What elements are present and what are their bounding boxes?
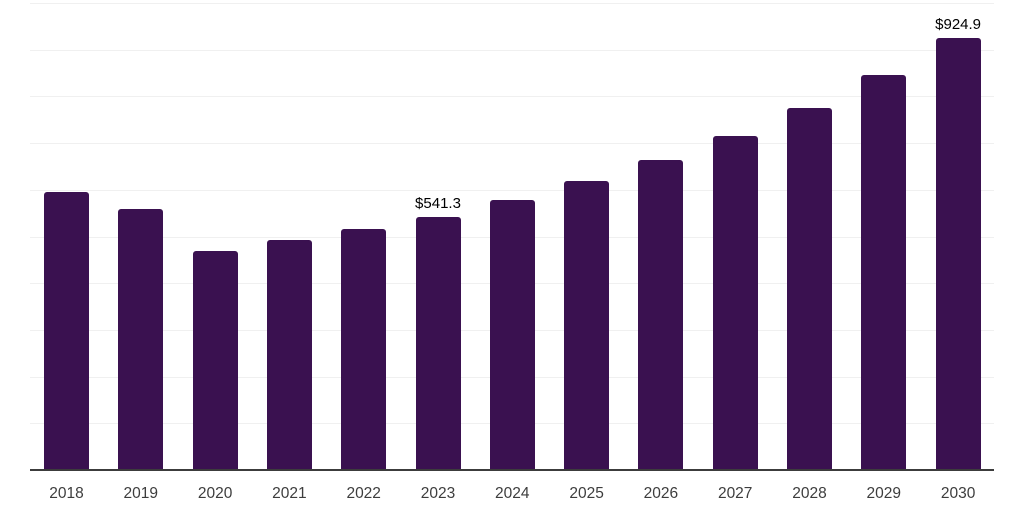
bar-2019 [118,209,164,469]
bar-2023 [415,217,461,469]
x-tick-label-2023: 2023 [420,485,456,502]
bar-2025 [564,180,610,469]
gridline [30,190,994,191]
x-tick-label-2019: 2019 [123,485,159,502]
data-label-2023: $541.3 [415,195,461,213]
x-tick-label-2020: 2020 [197,485,233,502]
bar-2027 [712,135,758,469]
bar-2030 [935,38,981,469]
x-tick-label-2027: 2027 [717,485,753,502]
x-tick-label-2022: 2022 [346,485,381,502]
data-label-2030: $924.9 [935,16,982,34]
gridline [30,96,994,97]
bar-2024 [489,199,535,469]
x-tick-label-2029: 2029 [866,485,902,502]
x-tick-label-2026: 2026 [643,485,679,502]
gridline [30,3,994,4]
x-tick-label-2018: 2018 [49,485,84,502]
gridline [30,50,994,51]
x-axis-line [30,469,994,471]
x-tick-label-2028: 2028 [792,485,827,502]
bar-2028 [787,108,832,469]
bar-2018 [44,191,89,469]
bar-2020 [192,250,238,469]
bar-2029 [861,74,907,469]
x-tick-label-2024: 2024 [495,485,530,502]
bar-2026 [638,159,684,469]
x-tick-label-2030: 2030 [940,485,976,502]
bar-2022 [341,228,387,469]
bar-2021 [266,239,312,469]
x-tick-label-2021: 2021 [272,485,307,502]
x-tick-label-2025: 2025 [569,485,604,502]
gridline [30,143,994,144]
